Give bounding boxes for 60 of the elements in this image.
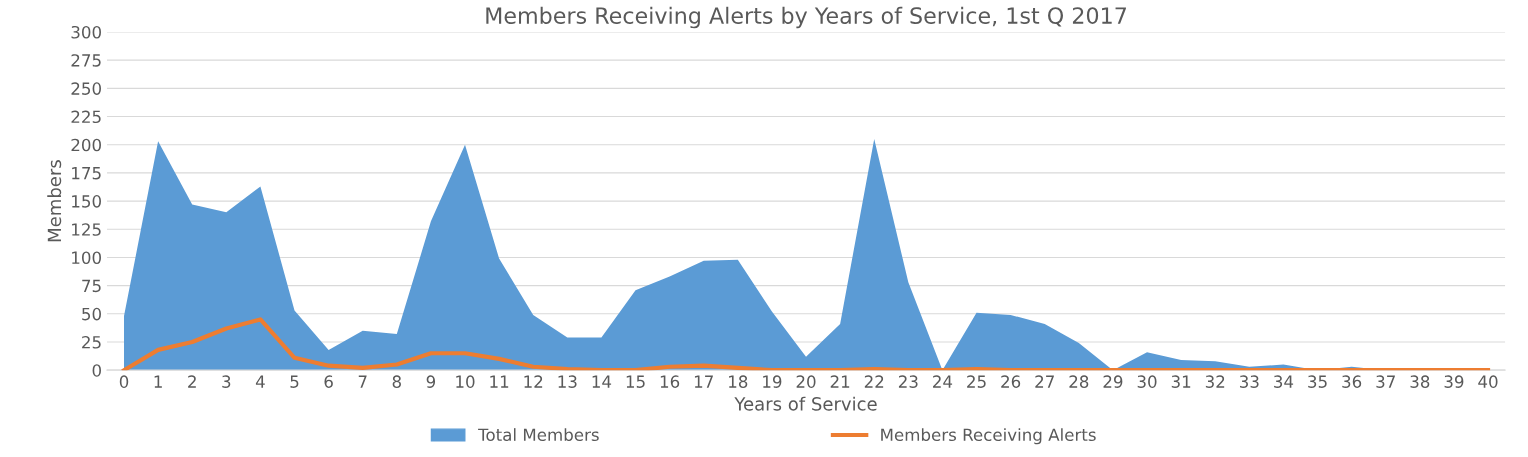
x-tick-label: 3: [222, 375, 231, 388]
x-tick-label: 2: [188, 375, 196, 388]
x-tick-label: 22: [864, 375, 884, 388]
x-tick-label: 0: [119, 375, 129, 388]
y-tick-label: 300: [71, 25, 101, 39]
x-tick-label: 33: [1239, 375, 1259, 388]
x-tick-label: 21: [830, 375, 850, 388]
y-tick-label: 50: [82, 307, 101, 321]
x-tick-label: 26: [1001, 375, 1021, 388]
y-tick-label: 25: [82, 335, 101, 349]
x-tick-label: 23: [898, 375, 918, 388]
x-tick-label: 39: [1444, 375, 1464, 388]
x-tick-label: 37: [1376, 375, 1395, 388]
line-series: [121, 317, 1491, 371]
x-tick-label: 15: [626, 375, 645, 388]
x-tick-label: 30: [1137, 375, 1157, 388]
legend-label: Members Receiving Alerts: [881, 428, 1096, 445]
legend-label: Total Members: [478, 428, 599, 442]
x-tick-label: 17: [694, 375, 713, 388]
x-tick-label: 16: [660, 375, 680, 388]
x-tick-label: 12: [524, 375, 543, 388]
x-tick-label: 25: [967, 375, 986, 388]
y-tick-label: 225: [71, 110, 101, 124]
x-tick-label: 11: [490, 375, 509, 388]
x-tick-label: 40: [1478, 375, 1498, 388]
x-tick-label: 20: [796, 375, 816, 388]
y-tick-label: 200: [71, 138, 101, 152]
x-tick-label: 4: [255, 375, 265, 388]
y-axis-title: Members: [47, 160, 62, 242]
x-tick-label: 9: [426, 375, 436, 388]
x-tick-label: 14: [592, 375, 612, 388]
y-tick-label: 75: [82, 279, 101, 293]
x-tick-label: 18: [729, 375, 748, 388]
x-tick-label: 32: [1205, 375, 1225, 388]
x-tick-label: 13: [558, 375, 577, 388]
x-tick-label: 35: [1308, 375, 1327, 388]
y-tick-label: 275: [71, 54, 101, 67]
x-tick-label: 10: [456, 375, 475, 388]
y-tick-label: 125: [72, 223, 101, 236]
x-tick-label: 28: [1069, 375, 1089, 388]
x-tick-label: 6: [324, 375, 333, 388]
x-axis-title: Years of Service: [734, 396, 877, 411]
x-tick-label: 34: [1274, 375, 1294, 388]
y-tick-label: 150: [72, 195, 101, 208]
y-tick-label: 100: [72, 251, 101, 265]
x-tick-label: 5: [290, 375, 299, 388]
y-tick-label: 175: [72, 167, 101, 180]
x-tick-label: 1: [154, 375, 162, 388]
x-tick-label: 38: [1410, 375, 1430, 388]
x-tick-label: 7: [358, 375, 367, 388]
y-tick-label: 0: [92, 364, 101, 377]
x-tick-label: 29: [1103, 375, 1123, 388]
x-tick-label: 27: [1035, 375, 1054, 388]
x-tick-label: 36: [1342, 375, 1362, 388]
x-tick-label: 8: [392, 375, 401, 388]
x-tick-label: 24: [933, 375, 953, 388]
x-tick-label: 19: [763, 375, 782, 388]
chart-title: Members Receiving Alerts by Years of Service, 1st Q 2017: [486, 6, 1126, 29]
x-tick-label: 31: [1171, 375, 1191, 388]
y-tick-label: 250: [71, 82, 101, 95]
